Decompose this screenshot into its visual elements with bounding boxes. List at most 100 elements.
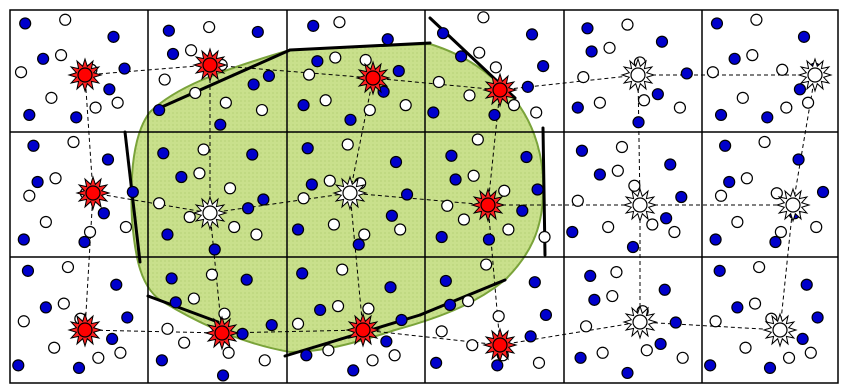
white-node	[359, 53, 372, 67]
blue-node	[347, 364, 360, 377]
white-node	[205, 268, 219, 281]
blue-node	[216, 369, 230, 382]
white-node	[530, 106, 543, 119]
blue-node	[157, 147, 170, 160]
nodes	[12, 11, 830, 382]
blue-node	[723, 175, 736, 189]
blue-node	[246, 148, 259, 161]
blue-node	[352, 238, 365, 251]
blue-node	[257, 193, 270, 206]
white-node	[323, 174, 336, 187]
blue-node	[521, 80, 534, 93]
white-node	[59, 13, 72, 26]
white-node	[770, 187, 783, 200]
link	[92, 192, 211, 214]
head-node	[365, 70, 381, 86]
head-node	[632, 197, 648, 213]
white-node	[606, 289, 619, 303]
white-node	[83, 225, 97, 239]
white-node	[399, 99, 412, 112]
blue-node	[427, 106, 440, 119]
blue-node	[70, 111, 83, 124]
white-node	[602, 220, 615, 234]
white-node	[593, 96, 606, 109]
blue-node	[175, 170, 188, 184]
blue-node	[118, 62, 131, 75]
white-node	[489, 61, 502, 74]
blue-node	[236, 327, 249, 340]
blue-node	[314, 303, 327, 317]
blue-node	[728, 52, 741, 65]
blue-node	[380, 335, 393, 348]
white-node	[250, 228, 263, 241]
blue-node	[37, 52, 50, 65]
blue-node	[482, 233, 496, 246]
blue-node	[72, 361, 86, 374]
blue-node	[31, 175, 44, 189]
blue-node	[714, 108, 728, 122]
white-node	[610, 266, 623, 279]
blue-node	[214, 118, 227, 131]
white-node	[322, 344, 335, 357]
white-node	[327, 218, 341, 231]
blue-node	[19, 17, 32, 30]
blue-node	[443, 298, 457, 311]
head-node	[772, 322, 788, 338]
white-node	[676, 351, 689, 364]
white-node	[801, 96, 815, 109]
blue-node	[800, 278, 813, 291]
link	[84, 74, 94, 194]
blue-node	[574, 351, 587, 364]
blue-node	[664, 158, 677, 171]
white-node	[183, 210, 196, 224]
white-node	[640, 344, 653, 357]
blue-node	[792, 153, 805, 166]
white-node	[48, 341, 61, 354]
head-node	[85, 185, 101, 201]
blue-node	[731, 301, 744, 314]
blue-node	[110, 278, 123, 291]
blue-node	[719, 139, 732, 152]
blue-node	[296, 267, 309, 280]
blue-node	[524, 330, 537, 343]
blue-node	[811, 311, 824, 324]
white-node	[329, 51, 342, 64]
blue-node	[311, 55, 324, 68]
blue-node	[161, 228, 174, 241]
white-node	[89, 101, 102, 114]
white-node	[92, 351, 105, 364]
link	[209, 64, 374, 79]
white-node	[740, 172, 753, 185]
blue-node	[385, 209, 398, 222]
white-node	[319, 94, 332, 107]
white-node	[507, 99, 521, 112]
blue-node	[27, 139, 40, 152]
white-node	[302, 68, 316, 81]
head-node	[77, 67, 93, 83]
head-node	[785, 197, 801, 213]
blue-node	[761, 111, 774, 124]
white-node	[441, 199, 454, 212]
cell-grid	[9, 9, 839, 384]
blue-node	[78, 235, 91, 249]
white-node	[331, 300, 345, 313]
blue-node	[713, 264, 726, 277]
white-node	[17, 315, 30, 328]
white-node	[611, 164, 624, 177]
white-node	[187, 292, 200, 305]
white-node	[709, 315, 722, 328]
white-node	[61, 260, 75, 274]
white-node	[432, 75, 445, 89]
white-node	[758, 135, 771, 149]
white-node	[189, 86, 202, 100]
white-node	[538, 230, 551, 244]
white-node	[532, 356, 546, 369]
head-node	[632, 314, 648, 330]
blue-node	[305, 178, 318, 191]
blue-node	[797, 30, 811, 43]
white-node	[119, 220, 133, 234]
white-node	[780, 101, 793, 114]
blue-node	[709, 233, 722, 246]
white-node	[336, 263, 349, 276]
white-node	[571, 194, 584, 207]
